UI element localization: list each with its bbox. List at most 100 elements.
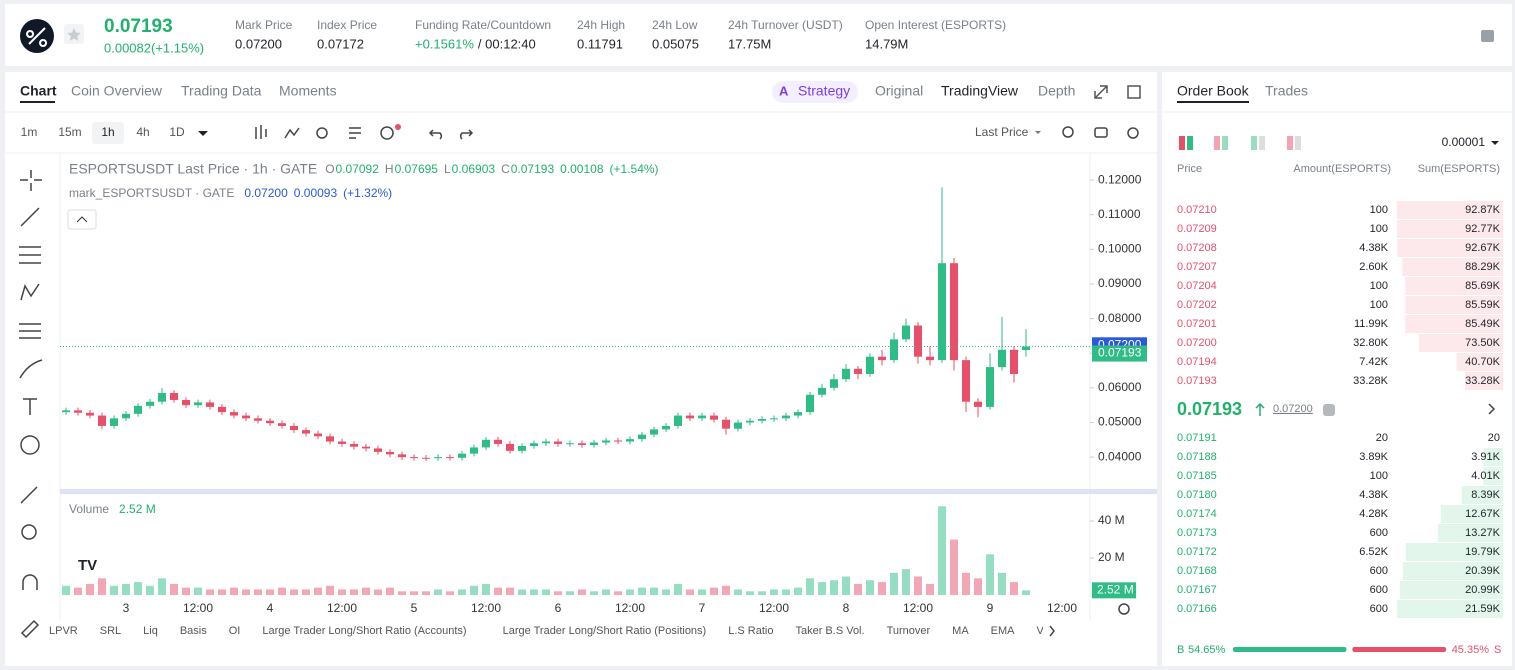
redo-icon[interactable] xyxy=(459,129,474,140)
book-price[interactable]: 0.07188 xyxy=(1177,451,1217,463)
emoji-tool[interactable] xyxy=(20,435,40,455)
depth-bar xyxy=(1483,467,1503,485)
book-price[interactable]: 0.07210 xyxy=(1177,204,1217,216)
indicator-tab[interactable]: Basis xyxy=(180,625,207,637)
book-price[interactable]: 0.07168 xyxy=(1177,565,1217,577)
view-icon[interactable] xyxy=(1259,136,1265,150)
book-price[interactable]: 0.07208 xyxy=(1177,242,1217,254)
book-price[interactable]: 0.07209 xyxy=(1177,223,1217,235)
text-tool[interactable] xyxy=(23,398,37,415)
book-price[interactable]: 0.07207 xyxy=(1177,261,1217,273)
chart-tab[interactable]: Trading Data xyxy=(181,83,262,99)
pencil-tool[interactable] xyxy=(20,619,40,639)
book-price[interactable]: 0.07167 xyxy=(1177,584,1217,596)
book-price[interactable]: 0.07204 xyxy=(1177,280,1217,292)
interval[interactable]: 1m xyxy=(21,125,38,139)
book-price[interactable]: 0.07201 xyxy=(1177,318,1217,330)
indicator-tab[interactable]: Large Trader Long/Short Ratio (Positions… xyxy=(503,625,707,637)
book-price[interactable]: 0.07202 xyxy=(1177,299,1217,311)
indicator-tab[interactable]: Turnover xyxy=(887,625,931,637)
book-price[interactable]: 0.07166 xyxy=(1177,603,1217,615)
gear-icon[interactable] xyxy=(1127,127,1139,139)
indicator-tab[interactable]: SRL xyxy=(100,625,121,637)
dropdown-caret[interactable] xyxy=(198,131,208,136)
brush-tool[interactable] xyxy=(19,359,43,379)
interval[interactable]: 4h xyxy=(136,125,149,139)
chart-tab[interactable]: Coin Overview xyxy=(71,83,163,99)
candle-icon[interactable] xyxy=(255,125,267,139)
view-tab[interactable]: Depth xyxy=(1038,83,1075,99)
template-icon[interactable] xyxy=(349,127,361,139)
camera-icon[interactable] xyxy=(1094,127,1108,138)
volume-bar xyxy=(326,585,334,595)
pattern-tool[interactable] xyxy=(20,283,40,301)
chart-tab[interactable]: Chart xyxy=(20,83,57,99)
book-price[interactable]: 0.07174 xyxy=(1177,508,1217,520)
volume-bar xyxy=(338,589,346,595)
indicator-tab[interactable]: Liq xyxy=(143,625,158,637)
chart-tab[interactable]: Moments xyxy=(279,83,337,99)
book-price[interactable]: 0.07180 xyxy=(1177,489,1217,501)
fullscreen-icon[interactable] xyxy=(1094,85,1108,99)
price-source[interactable]: Last Price xyxy=(975,125,1029,139)
interval[interactable]: 1h xyxy=(101,125,114,139)
view-icon[interactable] xyxy=(1251,136,1257,150)
indicator-tab[interactable]: EMA xyxy=(991,625,1016,637)
book-price[interactable]: 0.07194 xyxy=(1177,356,1217,368)
magnet-tool[interactable] xyxy=(22,574,38,590)
book-price[interactable]: 0.07173 xyxy=(1177,527,1217,539)
book-price[interactable]: 0.07200 xyxy=(1177,337,1217,349)
crosshair-tool[interactable] xyxy=(20,170,42,191)
indicator-icon[interactable] xyxy=(284,127,300,139)
book-price[interactable]: 0.07185 xyxy=(1177,470,1217,482)
add-icon[interactable] xyxy=(380,126,394,140)
precision-caret[interactable] xyxy=(1491,141,1499,145)
x-tick-label: 9 xyxy=(987,601,994,615)
book-price[interactable]: 0.07191 xyxy=(1177,432,1217,444)
indicator-tab[interactable]: Taker B.S Vol. xyxy=(795,625,864,637)
zoom-tool[interactable] xyxy=(21,524,37,540)
expand-arrow[interactable] xyxy=(1488,403,1496,415)
search-icon[interactable] xyxy=(1062,126,1074,138)
replay-icon[interactable] xyxy=(316,127,328,139)
info-icon[interactable] xyxy=(1323,404,1335,416)
indicator-tab[interactable]: Large Trader Long/Short Ratio (Accounts) xyxy=(262,625,466,637)
view-icon[interactable] xyxy=(1187,136,1193,150)
precision[interactable]: 0.00001 xyxy=(1442,135,1486,149)
indicator-tab[interactable]: OI xyxy=(229,625,241,637)
ruler-tool[interactable] xyxy=(20,486,38,504)
view-icon[interactable] xyxy=(1179,136,1185,150)
axis-settings[interactable] xyxy=(1118,603,1130,615)
line-tool[interactable] xyxy=(20,207,40,227)
book-price[interactable]: 0.07193 xyxy=(1177,375,1217,387)
indicator-tab[interactable]: Volume xyxy=(1037,625,1074,637)
interval[interactable]: 15m xyxy=(58,125,81,139)
undo-icon[interactable] xyxy=(428,129,443,140)
view-tab[interactable]: TradingView xyxy=(941,83,1019,99)
view-tab[interactable]: Strategy xyxy=(798,83,850,99)
book-tab[interactable]: Order Book xyxy=(1177,83,1250,99)
view-icon[interactable] xyxy=(1295,136,1301,150)
interval[interactable]: 1D xyxy=(169,125,185,139)
indicator-tab[interactable]: MA xyxy=(952,625,969,637)
book-sum: 19.79K xyxy=(1465,546,1501,558)
price-source-caret xyxy=(1035,131,1041,134)
strategy-pill[interactable] xyxy=(772,81,858,103)
x-tick-label: 12:00 xyxy=(1047,601,1077,615)
scroll-right[interactable] xyxy=(1049,625,1055,637)
stat-value: 0.05075 xyxy=(652,36,699,51)
view-icon[interactable] xyxy=(1222,136,1228,150)
book-price[interactable]: 0.07172 xyxy=(1177,546,1217,558)
fib-tool[interactable] xyxy=(19,323,41,339)
indicator-tab[interactable]: L.S Ratio xyxy=(728,625,773,637)
settings-icon[interactable] xyxy=(1481,30,1494,42)
collapse-legend[interactable] xyxy=(67,209,97,230)
view-tab[interactable]: Original xyxy=(875,83,923,99)
view-icon[interactable] xyxy=(1214,136,1220,150)
window-icon[interactable] xyxy=(1127,85,1141,99)
channel-tool[interactable] xyxy=(19,246,41,264)
indicator-tab[interactable]: LPVR xyxy=(49,625,78,637)
book-tab[interactable]: Trades xyxy=(1265,83,1308,99)
stat-extra: / 00:12:40 xyxy=(478,36,536,51)
view-icon[interactable] xyxy=(1287,136,1293,150)
